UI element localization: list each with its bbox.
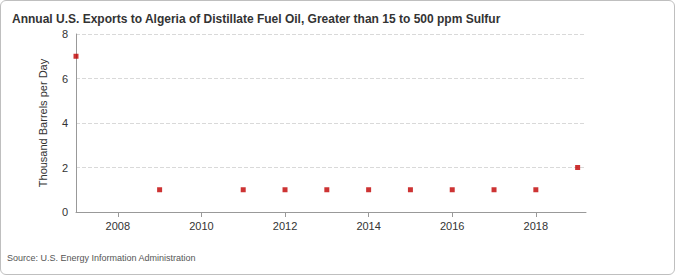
svg-text:8: 8 [62, 28, 68, 40]
svg-text:6: 6 [62, 73, 68, 85]
svg-text:Annual U.S. Exports to Algeria: Annual U.S. Exports to Algeria of Distil… [12, 12, 501, 26]
svg-text:2008: 2008 [106, 220, 130, 232]
svg-text:2: 2 [62, 162, 68, 174]
svg-text:0: 0 [62, 206, 68, 218]
svg-text:2016: 2016 [440, 220, 464, 232]
svg-text:Source: U.S. Energy Informatio: Source: U.S. Energy Information Administ… [7, 253, 196, 263]
svg-text:Thousand Barrels per Day: Thousand Barrels per Day [37, 58, 49, 187]
svg-text:2014: 2014 [356, 220, 380, 232]
svg-text:2018: 2018 [524, 220, 548, 232]
svg-text:4: 4 [62, 117, 68, 129]
svg-text:2010: 2010 [189, 220, 213, 232]
svg-text:2012: 2012 [273, 220, 297, 232]
